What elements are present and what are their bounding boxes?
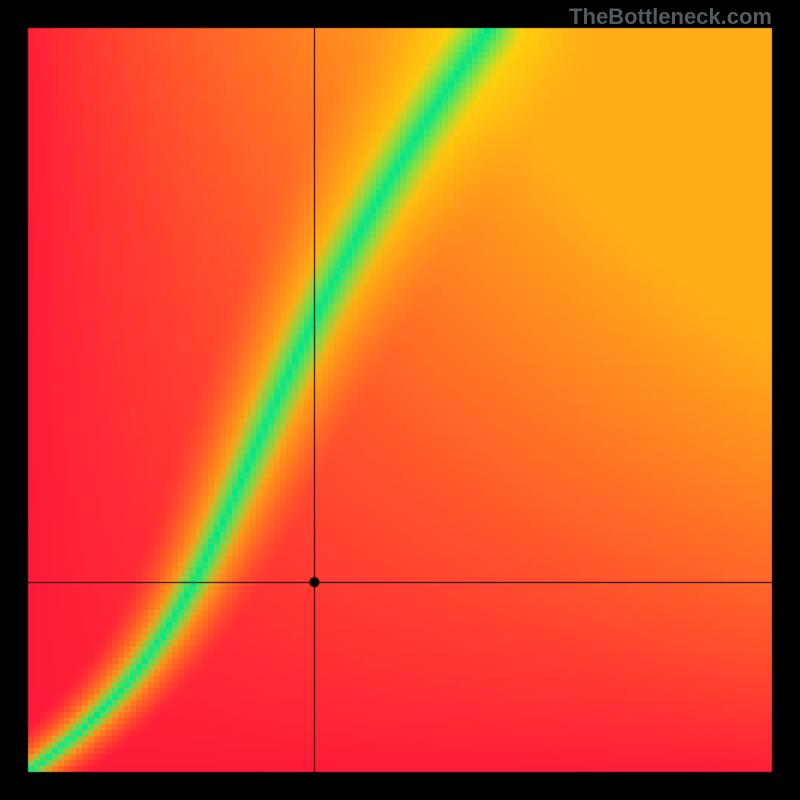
heatmap-canvas (0, 0, 800, 800)
watermark-text: TheBottleneck.com (569, 4, 772, 30)
chart-container: TheBottleneck.com (0, 0, 800, 800)
